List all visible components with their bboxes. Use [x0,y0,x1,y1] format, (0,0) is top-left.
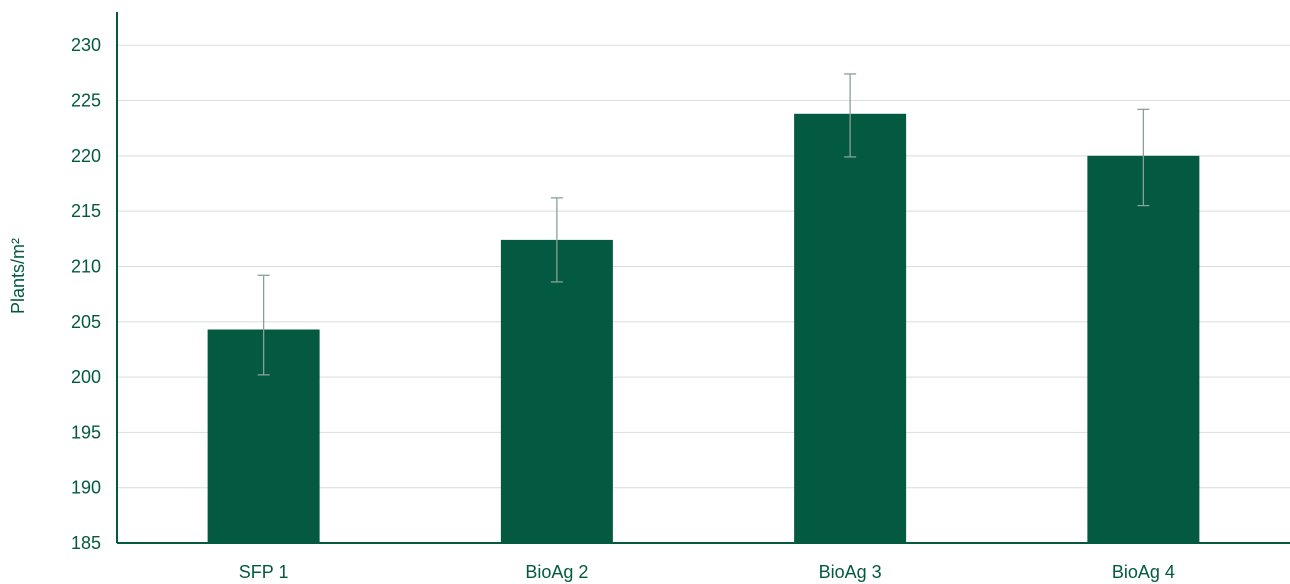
bars [207,113,1200,544]
error-bar [1137,108,1150,207]
x-tick-labels: SFP 1 BioAg 2 BioAg 3 BioAg 4 [239,562,1175,582]
bar [1087,155,1200,543]
error-bar [844,73,857,158]
y-axis-title: Plants/m² [8,238,28,314]
y-tick-label: 195 [71,422,101,442]
y-tick-label: 225 [71,91,101,111]
x-tick-label: BioAg 2 [525,562,588,582]
y-tick-label: 215 [71,201,101,221]
bar [500,239,613,543]
y-tick-label: 205 [71,312,101,332]
y-tick-labels: 185 190 195 200 205 210 215 220 225 230 [71,35,101,553]
y-tick-label: 190 [71,478,101,498]
y-tick-label: 200 [71,367,101,387]
bar [794,113,907,544]
error-bar [257,274,270,376]
x-tick-label: BioAg 4 [1112,562,1175,582]
y-tick-label: 230 [71,35,101,55]
y-tick-label: 220 [71,146,101,166]
x-tick-label: BioAg 3 [819,562,882,582]
y-tick-label: 210 [71,256,101,276]
error-bar [550,197,563,283]
error-bars [257,73,1150,376]
y-tick-label: 185 [71,533,101,553]
axes [116,12,1290,544]
x-tick-label: SFP 1 [239,562,289,582]
